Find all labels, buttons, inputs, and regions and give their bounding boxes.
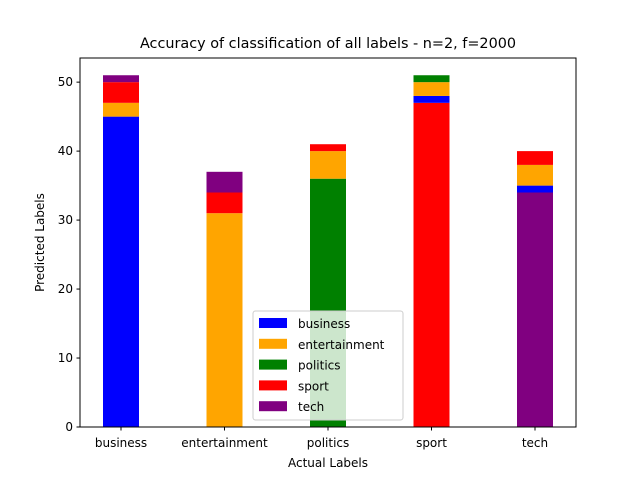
legend-label-sport: sport (298, 379, 329, 393)
legend-swatch-tech (259, 401, 287, 412)
chart-title: Accuracy of classification of all labels… (140, 36, 516, 52)
bar-sport-politics (413, 75, 450, 83)
legend-label-business: business (298, 317, 350, 331)
x-tick-label-sport: sport (416, 436, 447, 450)
y-tick-label: 50 (58, 75, 73, 89)
bar-entertainment-sport (206, 192, 243, 214)
legend-swatch-business (259, 318, 287, 328)
legend-box (252, 310, 404, 421)
bar-tech-entertainment (517, 164, 553, 186)
y-axis: 0 10 20 30 40 50 (58, 75, 80, 434)
legend-swatch-sport (259, 380, 287, 391)
x-tick-label-business: business (95, 436, 147, 450)
bar-tech-business (517, 185, 553, 193)
legend-swatch-politics (259, 359, 287, 370)
bar-sport-entertainment (413, 82, 450, 96)
y-tick-label: 20 (58, 282, 73, 296)
bar-tech-tech (517, 192, 553, 427)
bar-tech-sport (517, 151, 553, 165)
y-axis-label: Predicted Labels (33, 193, 47, 292)
x-tick-label-politics: politics (307, 436, 350, 450)
legend-label-politics: politics (298, 359, 341, 373)
bar-entertainment-entertainment (206, 213, 243, 427)
legend: business entertainment politics sport tech (252, 310, 404, 421)
bar-sport-business (413, 95, 450, 103)
x-tick-label-tech: tech (522, 436, 548, 450)
legend-swatch-entertainment (259, 338, 287, 349)
bar-business-tech (103, 75, 139, 83)
bar-entertainment-tech (206, 171, 243, 193)
legend-label-tech: tech (298, 400, 324, 414)
bar-politics-entertainment (310, 151, 346, 179)
bar-business-business (103, 116, 139, 428)
bar-business-entertainment (103, 102, 139, 117)
bar-sport-sport (413, 102, 450, 427)
x-axis: business entertainment politics sport tech (95, 427, 548, 450)
y-tick-label: 40 (58, 144, 73, 158)
y-tick-label: 0 (65, 420, 73, 434)
y-tick-label: 10 (58, 351, 73, 365)
bar-business-sport (103, 82, 139, 103)
x-axis-label: Actual Labels (288, 456, 368, 470)
legend-label-entertainment: entertainment (298, 338, 385, 352)
bar-politics-sport (310, 144, 346, 152)
y-tick-label: 30 (58, 213, 73, 227)
x-tick-label-entertainment: entertainment (181, 436, 268, 450)
